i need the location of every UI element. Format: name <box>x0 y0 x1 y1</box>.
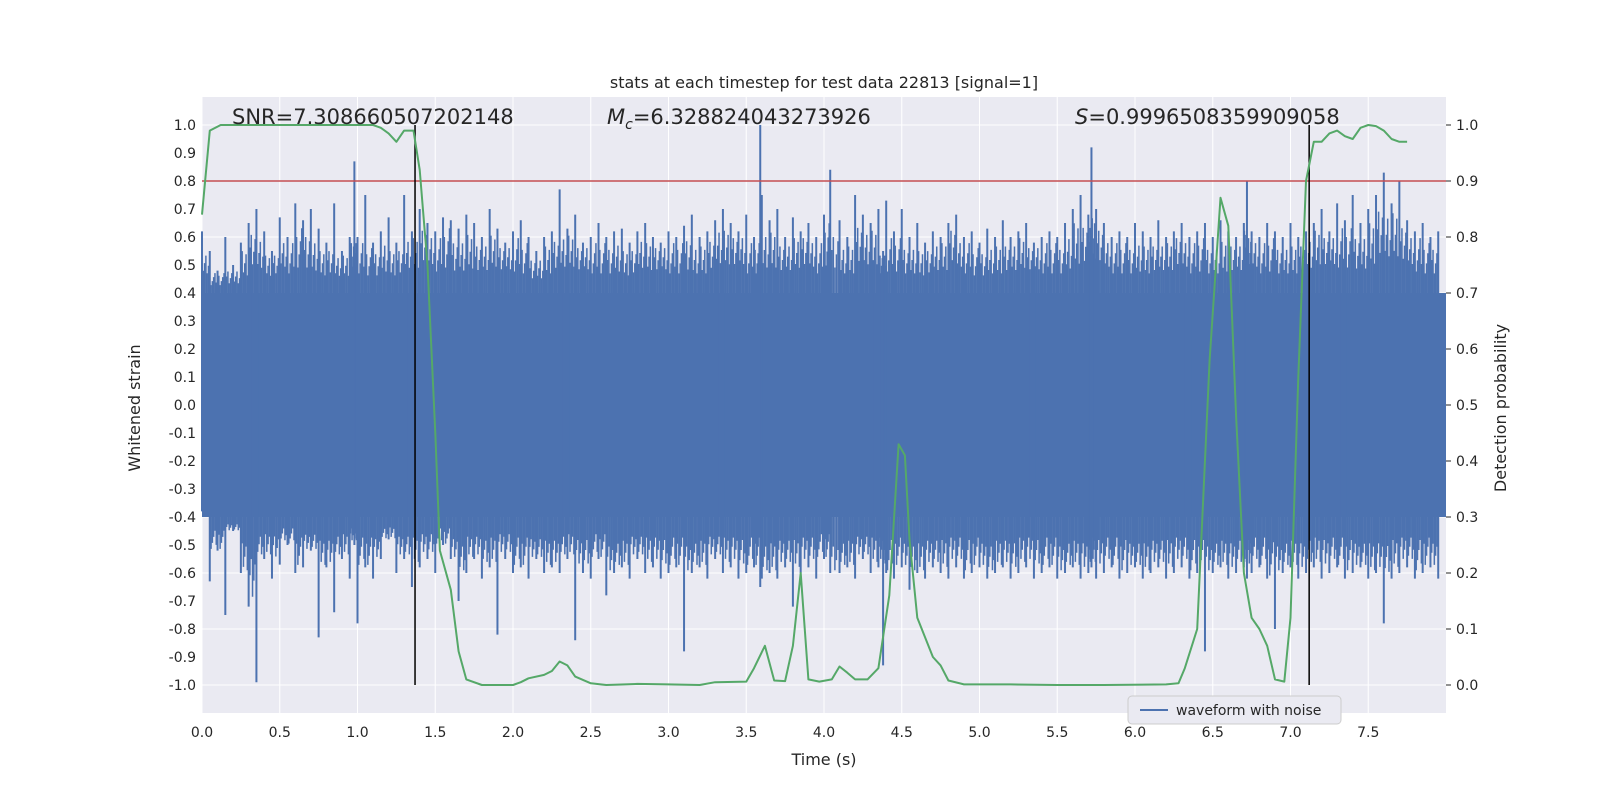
mc-symbol: M <box>607 105 625 129</box>
snr-annotation: SNR=7.308660507202148 <box>232 105 514 129</box>
y-tick-label: -0.5 <box>169 538 196 554</box>
y-tick-label: -0.8 <box>169 622 196 638</box>
y2-tick-label: 0.6 <box>1456 342 1478 358</box>
y2-tick-label: 0.1 <box>1456 622 1478 638</box>
probability-series <box>201 124 1408 686</box>
y-tick-label: -0.9 <box>169 650 196 666</box>
s-value: =0.9996508359909058 <box>1088 105 1339 129</box>
x-tick-label: 4.0 <box>813 725 835 741</box>
x-tick-label: 6.5 <box>1202 725 1224 741</box>
x-tick-label: 3.5 <box>735 725 757 741</box>
y-tick-label: 0.3 <box>174 314 196 330</box>
x-tick-label: 2.5 <box>580 725 602 741</box>
chart-title: stats at each timestep for test data 228… <box>610 73 1038 92</box>
y-tick-label: -1.0 <box>169 678 196 694</box>
x-axis-label: Time (s) <box>790 750 856 769</box>
y-tick-label: 0.1 <box>174 370 196 386</box>
y-tick-label: 0.7 <box>174 202 196 218</box>
y2-tick-labels: 1.0 0.9 0.8 0.7 0.6 0.5 0.4 0.3 0.2 0.1 0.0 <box>1446 118 1478 694</box>
x-tick-label: 0.0 <box>191 725 213 741</box>
x-tick-label: 0.5 <box>269 725 291 741</box>
legend-label-waveform: waveform with noise <box>1176 703 1321 719</box>
y2-tick-label: 0.5 <box>1456 398 1478 414</box>
y-tick-label: 0.5 <box>174 258 196 274</box>
y-tick-label: -0.2 <box>169 454 196 470</box>
y-tick-label: -0.1 <box>169 426 196 442</box>
y-tick-labels: 1.0 0.9 0.8 0.7 0.6 0.5 0.4 0.3 0.2 0.1 0.0 -0.1 -0.… <box>169 118 196 694</box>
x-tick-label: 3.0 <box>657 725 679 741</box>
y-tick-label: 0.9 <box>174 146 196 162</box>
x-tick-label: 7.5 <box>1357 725 1379 741</box>
x-tick-label: 1.0 <box>346 725 368 741</box>
y-tick-label: 0.2 <box>174 342 196 358</box>
y2-tick-label: 0.8 <box>1456 230 1478 246</box>
mc-subscript: c <box>625 117 633 133</box>
x-tick-label: 6.0 <box>1124 725 1146 741</box>
y2-tick-label: 0.2 <box>1456 566 1478 582</box>
y2-tick-label: 0.9 <box>1456 174 1478 190</box>
y-tick-label: -0.6 <box>169 566 196 582</box>
y2-tick-label: 0.7 <box>1456 286 1478 302</box>
y-tick-label: 0.8 <box>174 174 196 190</box>
y2-axis-label: Detection probability <box>1491 324 1510 492</box>
probability-line <box>201 124 1408 686</box>
y2-tick-label: 0.4 <box>1456 454 1478 470</box>
statistic-annotation: S=0.9996508359909058 <box>1075 105 1340 129</box>
event-markers <box>202 125 1446 685</box>
x-tick-label: 5.5 <box>1046 725 1068 741</box>
x-tick-label: 7.0 <box>1279 725 1301 741</box>
y2-tick-label: 0.3 <box>1456 510 1478 526</box>
y2-tick-label: 0.0 <box>1456 678 1478 694</box>
x-tick-label: 4.5 <box>891 725 913 741</box>
y-tick-label: 1.0 <box>174 118 196 134</box>
y-axis-label: Whitened strain <box>125 344 144 471</box>
y-tick-label: 0.6 <box>174 230 196 246</box>
y-tick-label: 0.4 <box>174 286 196 302</box>
y-tick-label: 0.0 <box>174 398 196 414</box>
legend: waveform with noise <box>1127 695 1342 725</box>
waveform-series <box>201 125 1446 683</box>
y-tick-label: -0.7 <box>169 594 196 610</box>
mc-value: =6.328824043273926 <box>633 105 871 129</box>
x-tick-label: 1.5 <box>424 725 446 741</box>
chirp-mass-annotation: Mc=6.328824043273926 <box>607 105 871 133</box>
y-tick-label: -0.3 <box>169 482 196 498</box>
x-tick-label: 5.0 <box>968 725 990 741</box>
s-symbol: S <box>1075 105 1088 129</box>
x-tick-label: 2.0 <box>502 725 524 741</box>
y-tick-label: -0.4 <box>169 510 196 526</box>
legend-box <box>1127 695 1342 725</box>
y2-tick-label: 1.0 <box>1456 118 1478 134</box>
x-tick-labels: 0.0 0.5 1.0 1.5 2.0 2.5 3.0 3.5 4.0 4.5 5.0 5.5 6.0 6… <box>191 725 1380 741</box>
